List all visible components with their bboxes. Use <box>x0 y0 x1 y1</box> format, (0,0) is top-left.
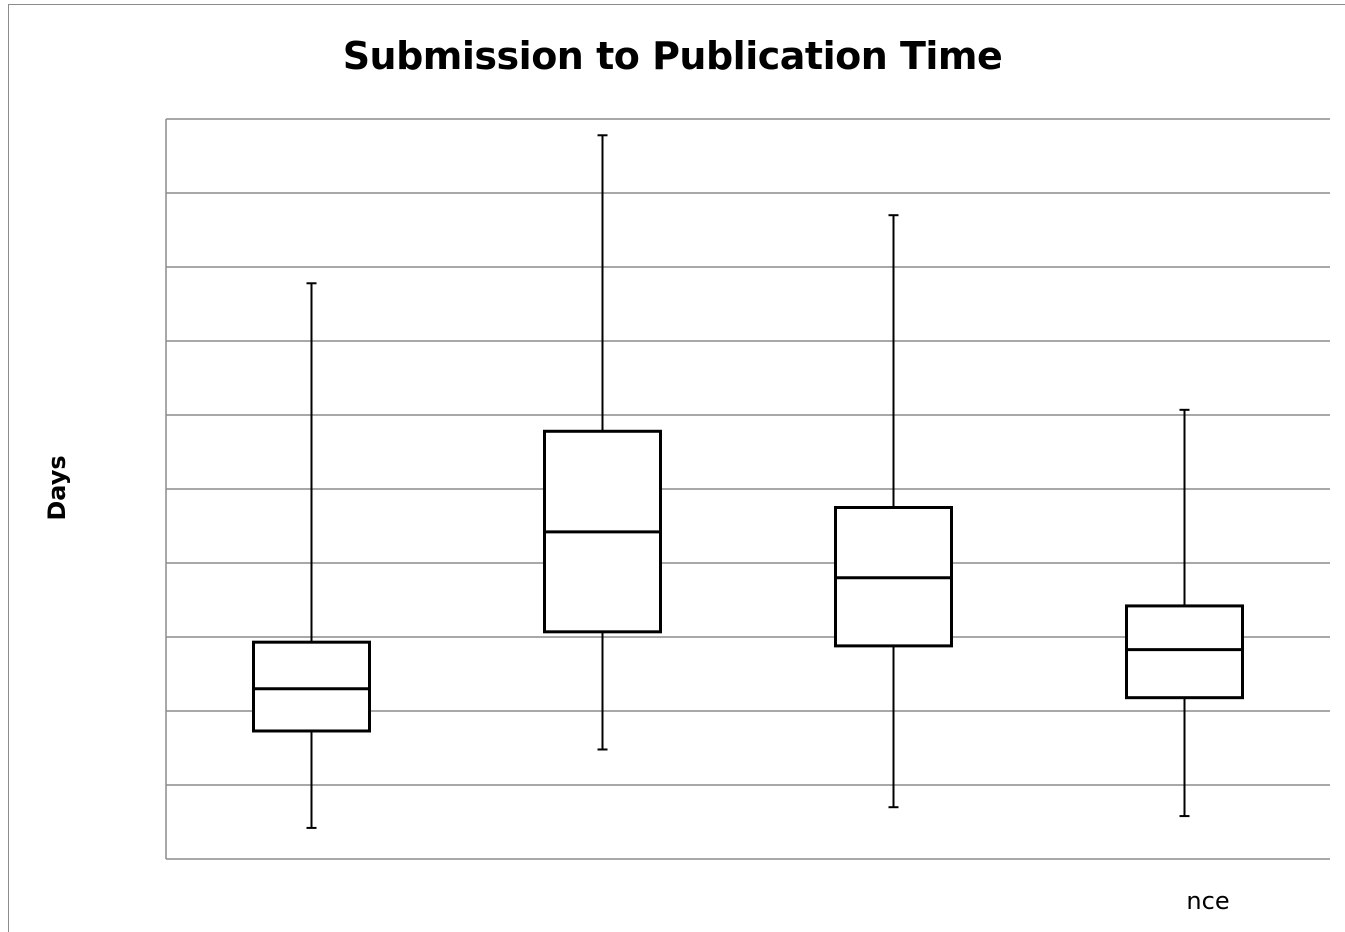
chart-frame <box>8 4 1345 932</box>
x-tick-label-4: nce <box>1186 887 1230 915</box>
box-series <box>252 134 1244 829</box>
iqr-box <box>252 640 371 733</box>
chart-title: Submission to Publication Time <box>342 34 1003 78</box>
gridlines <box>165 118 1330 860</box>
box-2 <box>543 134 662 751</box>
box-4 <box>1125 408 1244 818</box>
iqr-box <box>1125 604 1244 700</box>
box-3 <box>834 214 953 809</box>
box-1 <box>252 282 371 829</box>
